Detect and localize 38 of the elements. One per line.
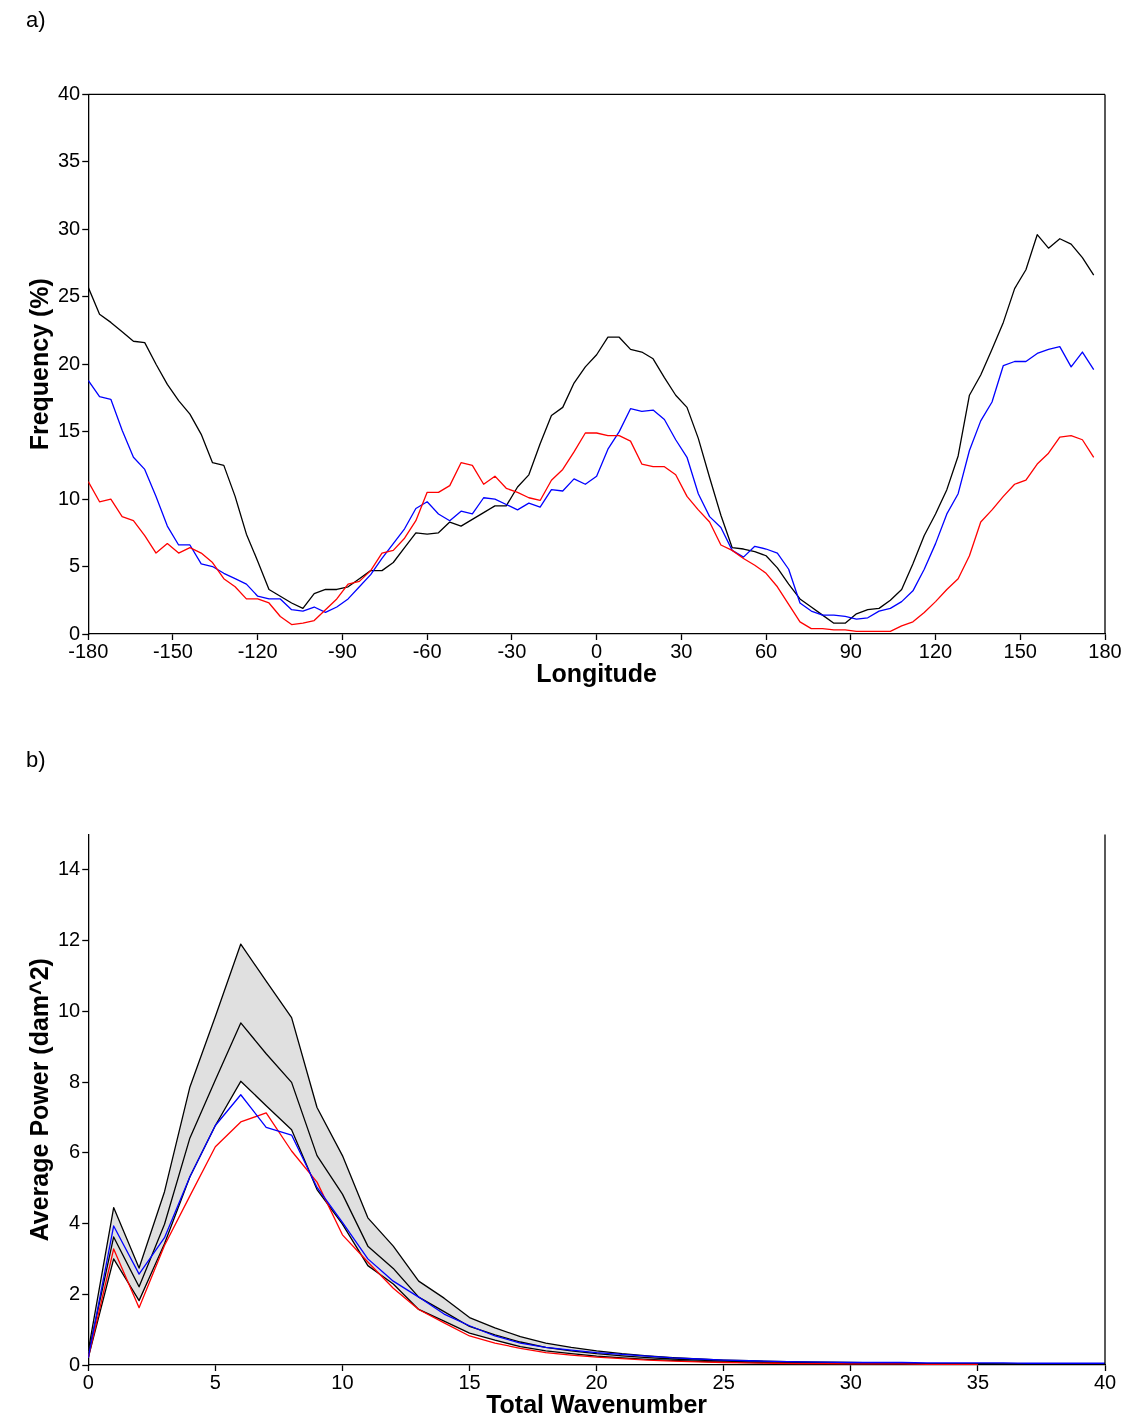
x-tick-label: 10 (331, 1370, 354, 1393)
x-tick-label: 30 (670, 639, 693, 662)
y-tick-label: 10 (58, 486, 81, 509)
y-tick-label: 15 (58, 419, 81, 442)
y-tick-label: 2 (69, 1281, 81, 1304)
x-tick-label: -120 (237, 639, 278, 662)
x-tick-label: 120 (918, 639, 953, 662)
y-tick-label: 25 (58, 284, 81, 307)
y-tick-label: 5 (69, 554, 81, 577)
y-tick-label: 6 (69, 1140, 81, 1163)
y-tick-label: 12 (58, 928, 81, 951)
y-tick-label: 14 (58, 857, 81, 880)
x-tick-label: 30 (839, 1370, 862, 1393)
x-tick-label: 15 (458, 1370, 481, 1393)
x-tick-label: -150 (152, 639, 193, 662)
x-tick-label: 25 (712, 1370, 735, 1393)
x-tick-label: 150 (1003, 639, 1037, 662)
x-tick-label: 5 (209, 1370, 221, 1393)
x-tick-label: 35 (966, 1370, 990, 1393)
y-tick-label: 4 (69, 1211, 81, 1234)
x-tick-label: 60 (754, 639, 778, 662)
y-tick-label: 30 (58, 216, 81, 239)
y-tick-label: 10 (58, 998, 81, 1021)
y-tick-label: 8 (69, 1069, 81, 1092)
y-axis-title: Frequency (%) (24, 278, 53, 451)
y-tick-label: 40 (58, 81, 81, 104)
x-tick-label: -30 (497, 639, 527, 662)
x-tick-label: 180 (1088, 639, 1122, 662)
chart-title: a) (26, 7, 46, 33)
x-tick-label: -60 (412, 639, 442, 662)
y-tick-label: 0 (69, 1352, 81, 1375)
chart-title: b) (26, 747, 46, 773)
y-tick-label: 20 (58, 351, 81, 374)
y-tick-label: 35 (58, 149, 81, 172)
x-tick-label: -90 (327, 639, 357, 662)
x-tick-label: 90 (839, 639, 862, 662)
x-tick-label: 40 (1093, 1370, 1117, 1393)
y-axis-title: Average Power (dam^2) (24, 958, 53, 1242)
